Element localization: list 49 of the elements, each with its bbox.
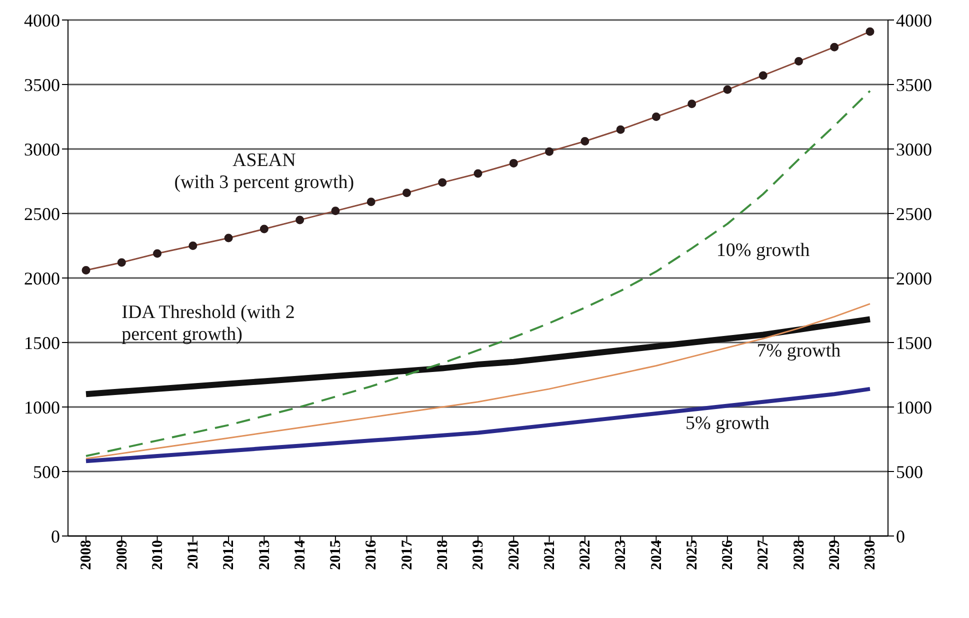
x-tick-label: 2014 bbox=[292, 540, 308, 570]
x-tick-label: 2019 bbox=[470, 540, 487, 570]
x-tick-label: 2027 bbox=[756, 540, 772, 570]
y2-tick-label: 2000 bbox=[896, 268, 932, 288]
y2-tick-label: 3500 bbox=[896, 74, 932, 95]
y-tick-label: 0 bbox=[51, 526, 60, 546]
x-tick-label: 2021 bbox=[542, 540, 558, 570]
series-label: ASEAN (with 3 percent growth) bbox=[174, 150, 354, 193]
line-series bbox=[84, 386, 872, 464]
x-tick-label: 2011 bbox=[186, 540, 202, 570]
series-label: 5% growth bbox=[686, 412, 770, 434]
y2-tick-label: 500 bbox=[896, 462, 923, 482]
series-label: IDA Threshold (with 2 percent growth) bbox=[122, 302, 295, 345]
x-tick-label: 2025 bbox=[684, 540, 700, 570]
x-tick-label: 2018 bbox=[435, 540, 452, 570]
x-tick-label: 2022 bbox=[578, 540, 594, 570]
y2-tick-label: 4000 bbox=[896, 10, 932, 30]
y-tick-label: 4000 bbox=[24, 10, 60, 30]
y2-tick-label: 1500 bbox=[896, 332, 932, 353]
x-tick-label: 2028 bbox=[791, 540, 808, 570]
x-tick-label: 2030 bbox=[862, 540, 879, 570]
x-tick-label: 2009 bbox=[114, 540, 130, 570]
x-tick-label: 2012 bbox=[221, 540, 238, 570]
line-series bbox=[85, 90, 871, 458]
y-tick-label: 1500 bbox=[24, 332, 60, 353]
y-tick-label: 1000 bbox=[24, 397, 60, 418]
y-tick-label: 3500 bbox=[24, 74, 60, 95]
x-tick-label: 2020 bbox=[506, 540, 522, 570]
x-tick-label: 2017 bbox=[399, 540, 416, 570]
line-series bbox=[85, 303, 871, 460]
y-tick-label: 3000 bbox=[24, 139, 60, 160]
y2-tick-label: 2500 bbox=[896, 204, 932, 224]
y2-tick-label: 3000 bbox=[896, 139, 932, 160]
x-tick-label: 2023 bbox=[613, 540, 630, 570]
y-tick-label: 2000 bbox=[24, 268, 60, 288]
x-tick-label: 2010 bbox=[150, 540, 166, 570]
x-tick-label: 2026 bbox=[720, 540, 736, 570]
series-label: 7% growth bbox=[756, 340, 842, 362]
y-tick-label: 2500 bbox=[24, 204, 60, 224]
x-tick-label: 2013 bbox=[256, 540, 273, 570]
x-tick-label: 2024 bbox=[648, 540, 665, 570]
x-tick-label: 2016 bbox=[364, 540, 380, 570]
x-tick-label: 2029 bbox=[827, 540, 844, 570]
y2-tick-label: 1000 bbox=[896, 397, 932, 418]
x-tick-label: 2015 bbox=[328, 540, 344, 570]
y-tick-label: 500 bbox=[33, 462, 60, 482]
series-label: 10% growth bbox=[716, 240, 810, 262]
x-tick-label: 2008 bbox=[78, 540, 95, 570]
y2-tick-label: 0 bbox=[896, 526, 905, 546]
